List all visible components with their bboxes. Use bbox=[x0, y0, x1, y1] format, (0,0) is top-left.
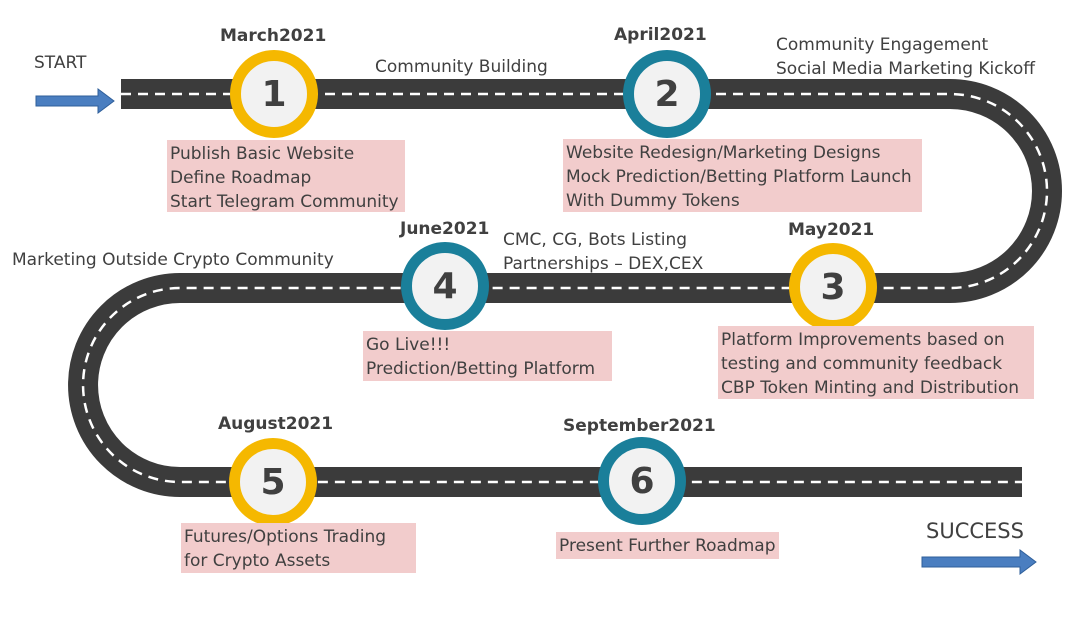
note-line: Website Redesign/Marketing Designs bbox=[566, 143, 881, 163]
milestone-4-notes: Go Live!!! Prediction/Betting Platform bbox=[363, 331, 612, 381]
milestone-1-marker: 1 bbox=[230, 50, 318, 138]
milestone-5-number: 5 bbox=[260, 461, 286, 503]
note-line: CBP Token Minting and Distribution bbox=[721, 378, 1020, 398]
road-label-marketing-kickoff: Social Media Marketing Kickoff bbox=[776, 59, 1035, 79]
milestone-3-number: 3 bbox=[820, 266, 846, 308]
note-line: Go Live!!! bbox=[366, 335, 451, 355]
road-label-community-building: Community Building bbox=[375, 57, 548, 77]
milestone-3-notes: Platform Improvements based on testing a… bbox=[718, 326, 1034, 399]
milestone-2-number: 2 bbox=[654, 73, 680, 115]
start-arrow-icon bbox=[35, 88, 115, 114]
road-centerline bbox=[81, 92, 1049, 484]
milestone-6-notes: Present Further Roadmap bbox=[556, 532, 779, 559]
road-label-listing: CMC, CG, Bots Listing bbox=[503, 230, 688, 250]
milestone-1-number: 1 bbox=[261, 73, 287, 115]
note-line: Present Further Roadmap bbox=[559, 536, 776, 556]
milestone-5-date: August2021 bbox=[218, 414, 334, 434]
milestone-4-date: June2021 bbox=[400, 219, 490, 239]
note-line: testing and community feedback bbox=[721, 354, 1003, 374]
note-line: Publish Basic Website bbox=[170, 144, 355, 164]
road-label-partnerships: Partnerships – DEX,CEX bbox=[503, 254, 704, 274]
milestone-1-notes: Publish Basic Website Define Roadmap Sta… bbox=[167, 140, 405, 212]
note-line: Prediction/Betting Platform bbox=[366, 359, 596, 379]
note-line: for Crypto Assets bbox=[184, 551, 331, 571]
success-arrow-icon bbox=[921, 549, 1037, 575]
milestone-3-marker: 3 bbox=[789, 243, 877, 331]
milestone-1-date: March2021 bbox=[220, 26, 327, 46]
milestone-2-notes: Website Redesign/Marketing Designs Mock … bbox=[563, 139, 922, 212]
success-label: SUCCESS bbox=[926, 519, 1024, 543]
road-label-engagement: Community Engagement bbox=[776, 35, 989, 55]
milestone-4-number: 4 bbox=[432, 265, 458, 307]
note-line: Mock Prediction/Betting Platform Launch bbox=[566, 167, 912, 187]
milestone-2-marker: 2 bbox=[623, 50, 711, 138]
note-line: Futures/Options Trading bbox=[184, 527, 387, 547]
road-label-outside-marketing: Marketing Outside Crypto Community bbox=[12, 250, 334, 270]
milestone-2-date: April2021 bbox=[614, 25, 707, 45]
milestone-3-date: May2021 bbox=[788, 220, 875, 240]
start-label: START bbox=[34, 53, 87, 73]
milestone-6-number: 6 bbox=[629, 460, 655, 502]
milestone-5-notes: Futures/Options Trading for Crypto Asset… bbox=[181, 523, 416, 573]
milestone-4-marker: 4 bbox=[401, 242, 489, 330]
note-line: Define Roadmap bbox=[170, 168, 312, 188]
milestone-6-marker: 6 bbox=[598, 437, 686, 525]
note-line: With Dummy Tokens bbox=[566, 191, 740, 211]
note-line: Start Telegram Community bbox=[170, 192, 399, 212]
note-line: Platform Improvements based on bbox=[721, 330, 1005, 350]
milestone-5-marker: 5 bbox=[229, 438, 317, 526]
milestone-6-date: September2021 bbox=[563, 416, 716, 436]
